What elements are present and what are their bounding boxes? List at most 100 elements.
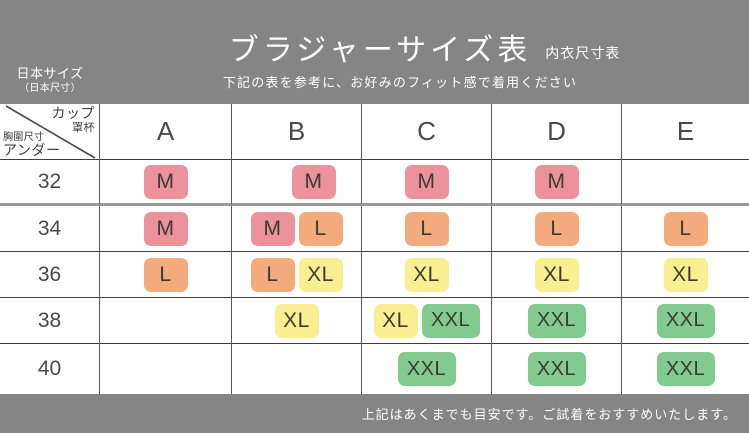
size-cell-c-36: XL	[362, 252, 492, 298]
title-wrap: ブラジャーサイズ表 内衣尺寸表	[100, 16, 749, 66]
size-badge-l: L	[404, 211, 449, 246]
row-header-38: 38	[0, 298, 100, 344]
cup-column-label: B	[287, 116, 306, 146]
badge-group: M	[232, 160, 361, 203]
size-badge-xl: XL	[663, 257, 708, 292]
size-badge-xl: XL	[373, 303, 418, 338]
badge-group: XXL	[492, 344, 621, 394]
size-badge-m: M	[143, 164, 188, 199]
badge-group: XXL	[362, 344, 491, 394]
corner-under-cn: 胸圍尺寸	[3, 131, 45, 143]
row-header-label: 36	[37, 262, 62, 286]
corner-cup-cn: 罩杯	[72, 122, 95, 135]
row-header-label: 34	[37, 216, 62, 240]
row-header-36: 36	[0, 252, 100, 298]
size-badge-m: M	[534, 164, 579, 199]
size-cell-c-34: L	[362, 206, 492, 252]
size-cell-a-36: L	[100, 252, 232, 298]
size-cell-e-34: L	[622, 206, 749, 252]
size-cell-c-38: XL XXL	[362, 298, 492, 344]
size-cell-d-38: XXL	[492, 298, 622, 344]
page-title: ブラジャーサイズ表	[228, 34, 532, 67]
corner-under-jp: アンダー	[3, 141, 61, 158]
badge-group: XL	[232, 298, 361, 343]
corner-cup-jp: カップ	[51, 105, 95, 121]
table-corner-header: カップ 罩杯 胸圍尺寸 アンダー	[0, 104, 100, 160]
size-badge-xl: XL	[274, 303, 319, 338]
row-header-label: 40	[37, 357, 62, 380]
cup-column-header-a: A	[100, 104, 232, 160]
size-badge-xxl: XXL	[527, 303, 586, 338]
japan-size-label-jp: 日本サイズ	[16, 66, 84, 82]
size-cell-d-40: XXL	[492, 344, 622, 394]
size-cell-d-32: M	[492, 160, 622, 206]
size-cell-a-34: M	[100, 206, 232, 252]
badge-group: M	[100, 160, 231, 203]
page-subtitle: 下記の表を参考に、お好みのフィット感で着用ください	[222, 75, 578, 90]
footer-band: 上記はあくまでも目安です。ご試着をおすすめいたします。	[0, 394, 749, 433]
row-header-label: 32	[37, 169, 62, 193]
cup-column-label: D	[547, 116, 566, 146]
cup-column-label: C	[417, 116, 436, 146]
row-header-34: 34	[0, 206, 100, 252]
cup-column-label: E	[676, 116, 695, 146]
badge-group: XL	[492, 252, 621, 297]
size-badge-xl: XL	[298, 257, 343, 292]
size-cell-c-40: XXL	[362, 344, 492, 394]
size-cell-b-36: L XL	[232, 252, 362, 298]
cup-column-header-d: D	[492, 104, 622, 160]
size-badge-xxl: XXL	[527, 352, 586, 386]
size-cell-d-34: L	[492, 206, 622, 252]
size-cell-a-40	[100, 344, 232, 394]
badge-group: XL XXL	[362, 298, 491, 343]
cup-column-header-c: C	[362, 104, 492, 160]
row-header-32: 32	[0, 160, 100, 206]
cup-column-label: A	[156, 116, 175, 146]
badge-group: M	[362, 160, 491, 203]
cup-column-header-b: B	[232, 104, 362, 160]
badge-group: M	[100, 206, 231, 251]
size-cell-e-36: XL	[622, 252, 749, 298]
badge-group: M	[492, 160, 621, 203]
badge-group: XXL	[622, 298, 749, 343]
size-cell-a-32: M	[100, 160, 232, 206]
size-badge-m: M	[143, 211, 188, 246]
size-badge-l: L	[143, 257, 188, 292]
size-cell-d-36: XL	[492, 252, 622, 298]
size-cell-e-32	[622, 160, 749, 206]
size-cell-e-38: XXL	[622, 298, 749, 344]
japan-size-label: 日本サイズ （日本尺寸）	[0, 58, 100, 104]
badge-group: L	[492, 206, 621, 251]
corner-cup-label: カップ 罩杯	[51, 105, 96, 135]
size-badge-l: L	[298, 211, 343, 246]
size-cell-c-32: M	[362, 160, 492, 206]
row-header-40: 40	[0, 344, 100, 394]
size-cell-b-40	[232, 344, 362, 394]
size-badge-m: M	[404, 164, 449, 199]
corner-under-label: 胸圍尺寸 アンダー	[3, 132, 60, 158]
size-badge-xl: XL	[534, 257, 579, 292]
japan-size-label-cn: （日本尺寸）	[19, 83, 81, 95]
size-badge-xxl: XXL	[397, 352, 456, 386]
size-badge-xl: XL	[404, 257, 449, 292]
badge-group: XXL	[622, 344, 749, 394]
size-badge-l: L	[250, 257, 295, 292]
badge-group: XXL	[492, 298, 621, 343]
badge-group: XL	[622, 252, 749, 297]
size-badge-m: M	[250, 211, 295, 246]
size-badge-xxl: XXL	[421, 303, 480, 338]
size-cell-a-38	[100, 298, 232, 344]
size-cell-b-32: M	[232, 160, 362, 206]
size-badge-l: L	[534, 211, 579, 246]
badge-group: L	[362, 206, 491, 251]
size-table: カップ 罩杯 胸圍尺寸 アンダー A B C D E 32 M M M M 34 M M L L L L 36 L L…	[0, 104, 749, 394]
footer-note: 上記はあくまでも目安です。ご試着をおすすめいたします。	[361, 407, 737, 422]
badge-group: L XL	[232, 252, 361, 297]
size-badge-l: L	[663, 211, 708, 246]
size-cell-e-40: XXL	[622, 344, 749, 394]
page-title-cn: 内衣尺寸表	[545, 45, 621, 61]
cup-column-header-e: E	[622, 104, 749, 160]
